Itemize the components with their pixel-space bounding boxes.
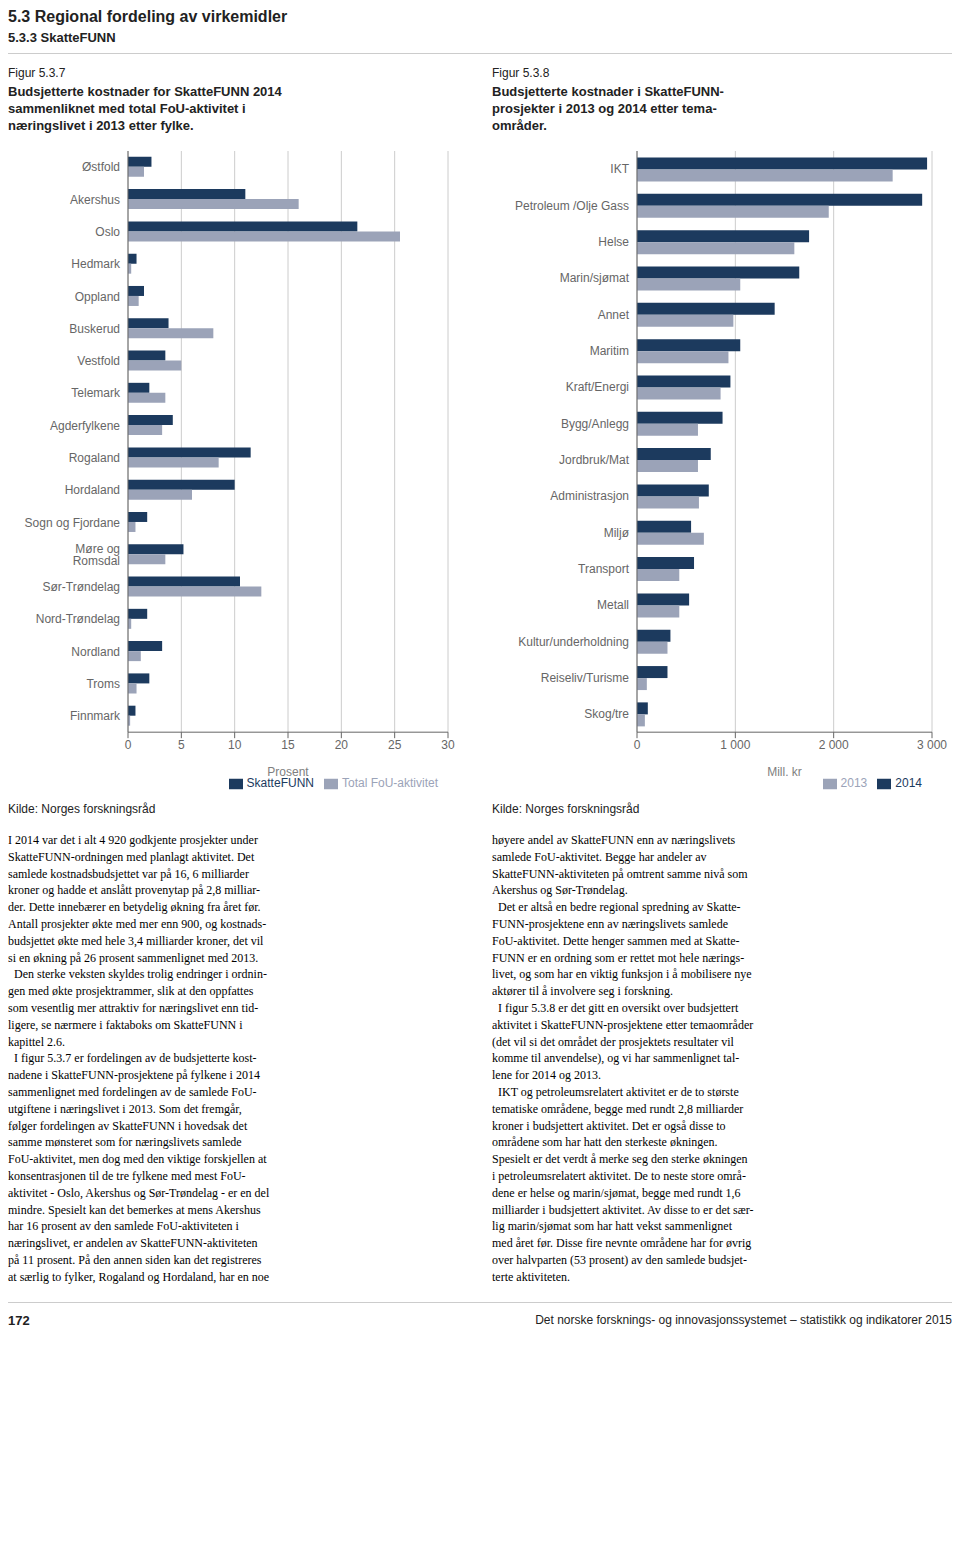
svg-text:Jordbruk/Mat: Jordbruk/Mat <box>559 453 630 467</box>
html-text:Figur 5.3.8: Figur 5.3.8 <box>492 66 550 80</box>
html-text:høyere andel av SkatteFUNN enn: høyere andel av SkatteFUNN enn av næring… <box>492 833 754 1284</box>
svg-text:Nord-Trøndelag: Nord-Trøndelag <box>36 612 120 626</box>
svg-text:Kultur/underholdning: Kultur/underholdning <box>518 635 629 649</box>
svg-text:Troms: Troms <box>86 677 120 691</box>
svg-text:Akershus: Akershus <box>70 193 120 207</box>
svg-text:Nordland: Nordland <box>71 645 120 659</box>
svg-text:15: 15 <box>281 738 295 752</box>
svg-text:Annet: Annet <box>598 308 630 322</box>
svg-text:Vestfold: Vestfold <box>77 354 120 368</box>
svg-text:Reiseliv/Turisme: Reiseliv/Turisme <box>541 671 630 685</box>
svg-text:Rogaland: Rogaland <box>69 451 120 465</box>
html-text:2014: 2014 <box>895 776 922 791</box>
svg-text:Finnmark: Finnmark <box>70 709 121 723</box>
svg-text:1 000: 1 000 <box>720 738 750 752</box>
html-text:Total FoU-aktivitet: Total FoU-aktivitet <box>342 776 438 791</box>
svg-text:Helse: Helse <box>598 235 629 249</box>
svg-text:Kraft/Energi: Kraft/Energi <box>566 380 629 394</box>
svg-text:25: 25 <box>388 738 402 752</box>
svg-text:Agderfylkene: Agderfylkene <box>50 419 120 433</box>
svg-text:Mill. kr: Mill. kr <box>767 765 802 779</box>
svg-text:Administrasjon: Administrasjon <box>550 489 629 503</box>
html-text:Budsjetterte kostnader i Skatt: Budsjetterte kostnader i SkatteFUNN- pro… <box>492 84 724 133</box>
svg-text:Oppland: Oppland <box>75 290 120 304</box>
svg-text:Buskerud: Buskerud <box>69 322 120 336</box>
html-text:SkatteFUNN: SkatteFUNN <box>246 776 314 791</box>
svg-text:5: 5 <box>178 738 185 752</box>
svg-text:3 000: 3 000 <box>917 738 947 752</box>
svg-text:0: 0 <box>634 738 641 752</box>
svg-text:Transport: Transport <box>578 562 630 576</box>
svg-text:Miljø: Miljø <box>604 526 630 540</box>
svg-text:2 000: 2 000 <box>819 738 849 752</box>
svg-text:10: 10 <box>228 738 242 752</box>
svg-text:Hedmark: Hedmark <box>71 257 121 271</box>
svg-text:Maritim: Maritim <box>590 344 629 358</box>
svg-text:30: 30 <box>441 738 455 752</box>
svg-text:Skog/tre: Skog/tre <box>584 707 629 721</box>
svg-text:0: 0 <box>125 738 132 752</box>
html-text:I 2014 var det i alt 4 920 god: I 2014 var det i alt 4 920 godkjente pro… <box>8 833 270 1284</box>
svg-text:Prosent: Prosent <box>267 765 309 779</box>
html-text:172: 172 <box>8 1312 30 1328</box>
html-text:Budsjetterte kostnader for Ska: Budsjetterte kostnader for SkatteFUNN 20… <box>8 84 282 133</box>
svg-text:Sogn og Fjordane: Sogn og Fjordane <box>25 516 121 530</box>
html-text:Det norske forsknings- og inno: Det norske forsknings- og innovasjonssys… <box>535 1313 952 1327</box>
svg-text:Telemark: Telemark <box>71 386 121 400</box>
svg-text:Sør-Trøndelag: Sør-Trøndelag <box>42 580 120 594</box>
html-text:Kilde: Norges forskningsråd: Kilde: Norges forskningsråd <box>492 802 640 816</box>
svg-text:Bygg/Anlegg: Bygg/Anlegg <box>561 417 629 431</box>
svg-text:Metall: Metall <box>597 598 629 612</box>
svg-text:Marin/sjømat: Marin/sjømat <box>560 271 630 285</box>
svg-text:Oslo: Oslo <box>95 225 120 239</box>
html-text:Kilde: Norges forskningsråd: Kilde: Norges forskningsråd <box>8 802 156 816</box>
html-text:Figur 5.3.7: Figur 5.3.7 <box>8 66 66 80</box>
svg-text:20: 20 <box>335 738 349 752</box>
svg-text:Petroleum /Olje Gass: Petroleum /Olje Gass <box>515 199 629 213</box>
html-text:2013: 2013 <box>840 776 868 791</box>
svg-text:Hordaland: Hordaland <box>65 483 120 497</box>
html-text:5.3.3 SkatteFUNN: 5.3.3 SkatteFUNN <box>8 30 116 45</box>
svg-text:Østfold: Østfold <box>82 160 120 174</box>
svg-text:IKT: IKT <box>610 162 629 176</box>
html-text:5.3 Regional fordeling av virk: 5.3 Regional fordeling av virkemidler <box>8 8 288 25</box>
svg-text:Møre ogRomsdal: Møre ogRomsdal <box>73 542 120 568</box>
